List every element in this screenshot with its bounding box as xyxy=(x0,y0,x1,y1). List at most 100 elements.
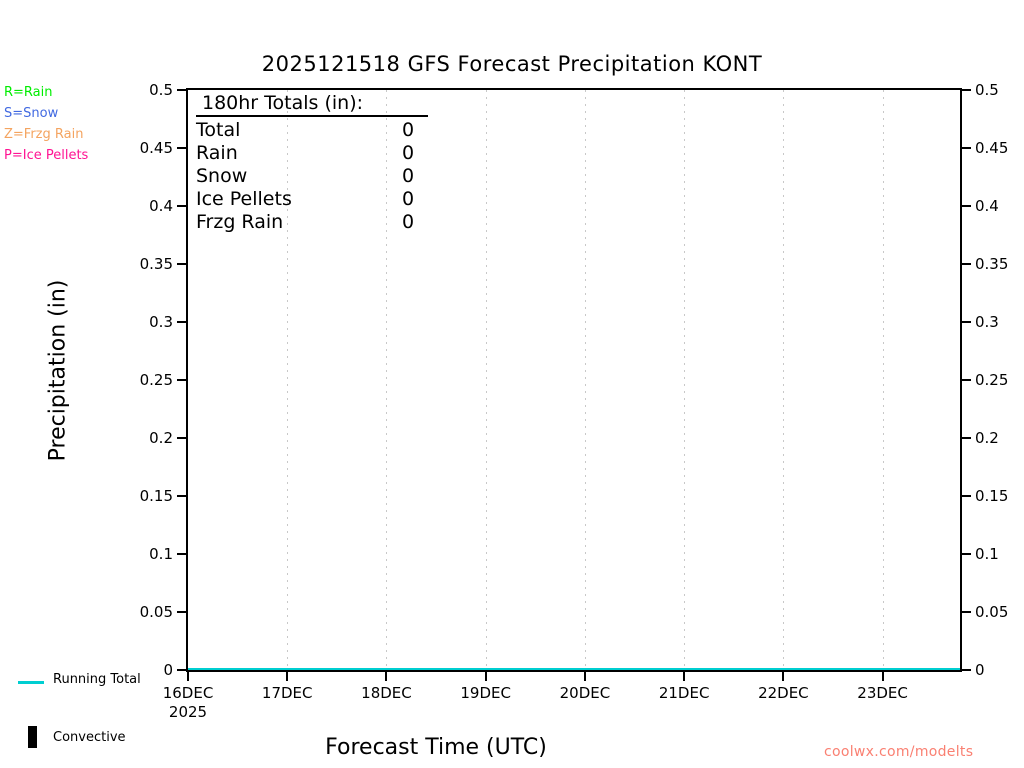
totals-label: Frzg Rain xyxy=(196,211,284,233)
y-tick-label-right: 0.2 xyxy=(975,429,999,447)
watermark: coolwx.com/modelts xyxy=(824,744,974,760)
y-tick-left xyxy=(177,205,186,207)
x-tick-label: 21DEC xyxy=(658,684,710,702)
y-tick-left xyxy=(177,669,186,671)
y-tick-right xyxy=(962,379,971,381)
gridline xyxy=(882,90,884,670)
x-tick xyxy=(187,672,189,681)
y-tick-left xyxy=(177,437,186,439)
y-tick-label-left: 0.5 xyxy=(149,81,173,99)
y-tick-label-right: 0.1 xyxy=(975,545,999,563)
x-tick-label: 17DEC xyxy=(261,684,313,702)
x-tick xyxy=(286,672,289,681)
totals-row: Frzg Rain 0 xyxy=(196,211,431,234)
y-tick-right xyxy=(962,495,971,497)
gridline xyxy=(287,90,289,670)
y-tick-label-right: 0.15 xyxy=(975,487,1009,505)
totals-row: Snow 0 xyxy=(196,165,431,188)
x-tick-label: 18DEC xyxy=(361,684,412,702)
x-axis-year-label: 2025 xyxy=(168,703,208,721)
totals-title: 180hr Totals (in): xyxy=(202,92,364,114)
totals-value: 0 xyxy=(402,188,415,210)
convective-swatch-icon xyxy=(28,726,37,748)
y-tick-label-left: 0 xyxy=(163,661,173,679)
totals-box: 180hr Totals (in): Total 0 Rain 0 Snow 0 Ice P… xyxy=(196,92,431,234)
y-tick-right xyxy=(962,553,971,555)
y-tick-left xyxy=(177,553,186,555)
legend-label-convective: Convective xyxy=(53,730,126,745)
x-tick xyxy=(881,672,884,681)
ptype-legend-item-1: S=Snow xyxy=(4,106,59,121)
totals-value: 0 xyxy=(402,165,415,187)
y-tick-label-right: 0 xyxy=(975,661,985,679)
y-tick-right xyxy=(962,321,971,323)
x-tick xyxy=(385,672,388,681)
legend-label-running-total: Running Total xyxy=(53,672,141,687)
y-tick-right xyxy=(962,437,971,439)
x-tick xyxy=(683,672,686,681)
y-tick-label-left: 0.35 xyxy=(139,255,173,273)
y-tick-right xyxy=(962,263,971,265)
totals-row: Total 0 xyxy=(196,119,431,142)
y-tick-left xyxy=(177,321,186,323)
gridline xyxy=(485,90,487,670)
running-total-line xyxy=(188,668,960,670)
y-tick-right xyxy=(962,89,971,91)
running-total-swatch-icon xyxy=(18,681,44,684)
y-tick-right xyxy=(962,611,971,613)
totals-row: Rain 0 xyxy=(196,142,431,165)
y-tick-label-right: 0.3 xyxy=(975,313,999,331)
series-legend: Running Total Convective xyxy=(8,668,183,748)
y-tick-label-right: 0.05 xyxy=(975,603,1009,621)
totals-label: Rain xyxy=(196,142,238,164)
y-tick-label-left: 0.45 xyxy=(139,139,173,157)
y-tick-label-left: 0.4 xyxy=(149,197,173,215)
legend-item-convective: Convective xyxy=(8,696,183,748)
x-tick-label: 16DEC xyxy=(162,684,214,702)
plot-frame xyxy=(186,88,962,672)
totals-value: 0 xyxy=(402,142,415,164)
y-tick-label-left: 0.05 xyxy=(139,603,173,621)
y-tick-label-right: 0.5 xyxy=(975,81,999,99)
totals-label: Ice Pellets xyxy=(196,188,292,210)
y-tick-label-right: 0.25 xyxy=(975,371,1009,389)
y-tick-label-left: 0.25 xyxy=(139,371,173,389)
x-axis-title: Forecast Time (UTC) xyxy=(325,735,547,760)
totals-rows: Total 0 Rain 0 Snow 0 Ice Pellets 0 Frzg Rain 0 xyxy=(196,119,431,234)
page-title: 2025121518 GFS Forecast Precipitation KO… xyxy=(261,52,763,76)
y-tick-left xyxy=(177,379,186,381)
ptype-legend: R=Rain S=Snow Z=Frzg Rain P=Ice Pellets xyxy=(4,82,174,166)
y-tick-label-left: 0.15 xyxy=(139,487,173,505)
gridline xyxy=(783,90,785,670)
gridline xyxy=(584,90,586,670)
y-tick-left xyxy=(177,495,186,497)
plot-area: RRRRRRRRRRRRRRRRRRRRRRRRRRRRRRRRRRRRRRRR… xyxy=(188,90,960,670)
y-tick-label-right: 0.45 xyxy=(975,139,1009,157)
y-tick-right xyxy=(962,205,971,207)
y-tick-right xyxy=(962,147,971,149)
totals-value: 0 xyxy=(402,211,415,233)
totals-divider xyxy=(196,115,428,117)
y-tick-left xyxy=(177,89,186,91)
ptype-legend-item-3: P=Ice Pellets xyxy=(4,148,89,163)
y-tick-label-left: 0.1 xyxy=(149,545,173,563)
x-tick xyxy=(484,672,487,681)
x-tick-label: 19DEC xyxy=(460,684,511,702)
y-tick-label-left: 0.2 xyxy=(149,429,173,447)
y-tick-label-left: 0.3 xyxy=(149,313,173,331)
y-tick-left xyxy=(177,611,186,613)
y-axis-title: Precipitation (in) xyxy=(45,279,71,462)
x-tick-label: 23DEC xyxy=(857,684,908,702)
totals-row: Ice Pellets 0 xyxy=(196,188,431,211)
totals-label: Snow xyxy=(196,165,248,187)
totals-value: 0 xyxy=(402,119,415,141)
y-tick-right xyxy=(962,669,971,671)
x-tick-label: 20DEC xyxy=(559,684,611,702)
y-tick-label-right: 0.35 xyxy=(975,255,1009,273)
gridline xyxy=(684,90,686,670)
ptype-legend-item-2: Z=Frzg Rain xyxy=(4,127,84,142)
totals-label: Total xyxy=(196,119,241,141)
x-tick xyxy=(583,672,586,681)
gridline xyxy=(386,90,388,670)
